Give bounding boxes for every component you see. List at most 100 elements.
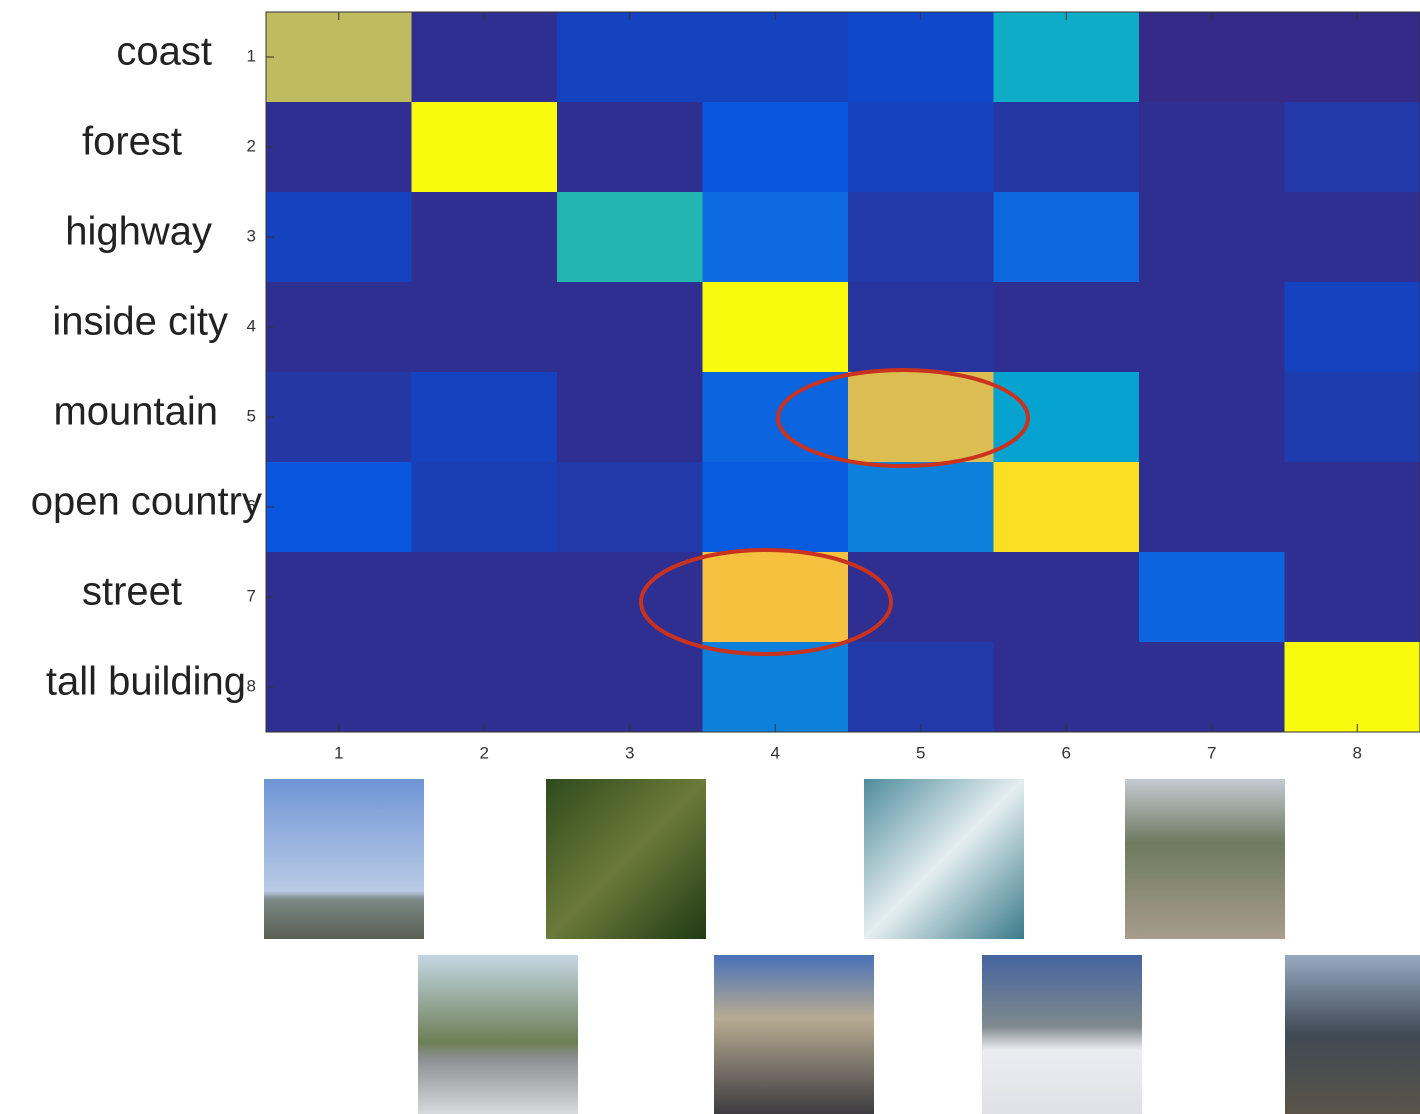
heat-cell [848, 372, 994, 463]
thumbnail [714, 955, 874, 1114]
heat-cell [1284, 102, 1420, 193]
heat-cell [1139, 372, 1285, 463]
heat-cell [848, 102, 994, 193]
x-tick-label: 3 [625, 743, 634, 762]
y-tick-label: 7 [247, 586, 256, 605]
heat-cell [848, 282, 994, 373]
heat-cell [702, 102, 849, 193]
row-label: coast [116, 30, 212, 74]
heat-cell [266, 12, 412, 103]
x-tick-label: 4 [771, 743, 780, 762]
heat-cell [411, 642, 558, 733]
heat-cell [266, 552, 412, 643]
heat-cell [993, 282, 1140, 373]
heat-cell [266, 372, 412, 463]
heat-cell [993, 102, 1140, 193]
heat-cell [848, 642, 994, 733]
heat-cell [1284, 12, 1420, 103]
y-tick-label: 5 [247, 406, 256, 425]
x-tick-label: 5 [916, 743, 925, 762]
heat-cell [848, 462, 994, 553]
thumbnail [982, 955, 1142, 1114]
heat-cell [1139, 552, 1285, 643]
heat-cell [411, 102, 558, 193]
heatmap [266, 12, 1420, 733]
heat-cell [411, 372, 558, 463]
thumbnail [1125, 779, 1285, 939]
thumbnail [864, 779, 1024, 939]
heat-cell [557, 642, 703, 733]
heat-cell [702, 192, 849, 283]
heat-cell [993, 462, 1140, 553]
heat-cell [702, 642, 849, 733]
x-tick-label: 1 [334, 743, 343, 762]
heat-cell [993, 192, 1140, 283]
heat-cell [848, 192, 994, 283]
heat-cell [993, 372, 1140, 463]
y-tick-label: 6 [247, 496, 256, 515]
heat-cell [557, 552, 703, 643]
heat-cell [557, 462, 703, 553]
heat-cell [411, 282, 558, 373]
heat-cell [702, 372, 849, 463]
y-tick-label: 2 [247, 136, 256, 155]
thumbnail [418, 955, 578, 1114]
row-label: street [82, 570, 182, 614]
heat-cell [557, 12, 703, 103]
heat-cell [993, 552, 1140, 643]
row-label: highway [65, 210, 212, 254]
heat-cell [993, 12, 1140, 103]
highlight-ellipse [639, 548, 893, 656]
heat-cell [1139, 642, 1285, 733]
heat-cell [848, 12, 994, 103]
heat-cell [266, 102, 412, 193]
y-tick-label: 1 [247, 46, 256, 65]
x-tick-label: 6 [1062, 743, 1071, 762]
heat-cell [1139, 192, 1285, 283]
thumbnail [546, 779, 706, 939]
heat-cell [1284, 282, 1420, 373]
heat-cell [557, 372, 703, 463]
heat-cell [1139, 282, 1285, 373]
heat-cell [1284, 552, 1420, 643]
heat-cell [702, 552, 849, 643]
x-tick-label: 7 [1207, 743, 1216, 762]
highlight-ellipse [776, 368, 1030, 468]
heat-cell [411, 12, 558, 103]
thumbnail [264, 779, 424, 939]
heat-cell [411, 462, 558, 553]
annotations: 1 2 3 4 5 6 7 8 1 2 3 4 5 6 7 8 coast forest highway inside… [31, 11, 1420, 762]
heat-cell [702, 12, 849, 103]
row-label: forest [82, 120, 182, 164]
heat-cell [1284, 642, 1420, 733]
row-label: mountain [53, 390, 218, 434]
heat-cell [557, 102, 703, 193]
row-label: inside city [52, 300, 228, 344]
heat-cell [1284, 372, 1420, 463]
heat-cell [1139, 462, 1285, 553]
heat-cell [993, 642, 1140, 733]
y-tick-label: 3 [247, 226, 256, 245]
heat-cell [557, 282, 703, 373]
heat-cell [557, 192, 703, 283]
y-tick-label: 8 [247, 676, 256, 695]
heat-cell [1139, 102, 1285, 193]
y-tick-label: 4 [247, 316, 256, 335]
plot-frame [265, 11, 1420, 733]
heat-cell [1139, 12, 1285, 103]
heat-cell [266, 642, 412, 733]
thumbnail [1285, 955, 1420, 1114]
heat-cell [411, 552, 558, 643]
row-label: tall building [46, 660, 246, 704]
heat-cell [411, 192, 558, 283]
heat-cell [1284, 192, 1420, 283]
heat-cell [702, 462, 849, 553]
x-tick-label: 8 [1353, 743, 1362, 762]
row-label: open country [31, 480, 262, 524]
heat-cell [266, 462, 412, 553]
heat-cell [266, 282, 412, 373]
heat-cell [702, 282, 849, 373]
x-tick-label: 2 [480, 743, 489, 762]
heat-cell [266, 192, 412, 283]
